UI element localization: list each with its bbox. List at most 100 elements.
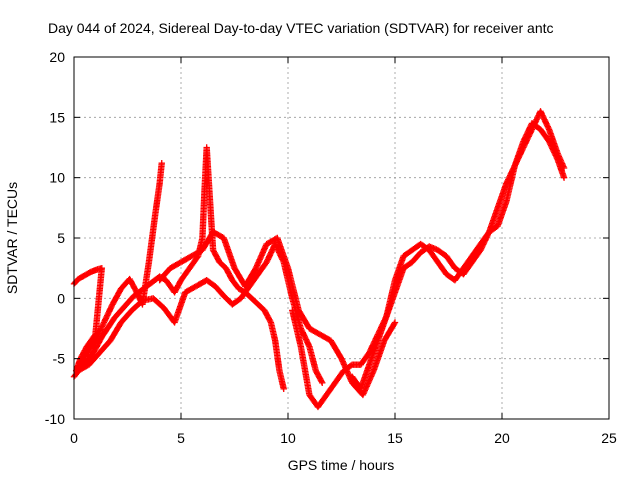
data-point (188, 252, 195, 260)
y-tick-label: 0 (57, 290, 65, 306)
data-point (162, 277, 170, 284)
x-tick-label: 25 (601, 430, 617, 446)
series-trail (289, 121, 567, 409)
data-point (105, 324, 112, 331)
data-point (289, 307, 296, 314)
data-point (494, 204, 501, 212)
series-trail (71, 161, 165, 373)
data-point (280, 385, 287, 393)
data-point (306, 343, 313, 350)
data-point (338, 355, 345, 362)
data-point (357, 385, 364, 393)
data-point (203, 144, 210, 151)
data-point (295, 307, 302, 314)
data-point (92, 331, 99, 338)
data-point (349, 361, 356, 368)
data-point (83, 343, 91, 350)
y-tick-label: 10 (49, 170, 65, 186)
data-point (319, 379, 326, 386)
data-point (267, 319, 275, 326)
data-point (366, 361, 373, 368)
data-point (331, 379, 339, 386)
data-point (263, 240, 270, 248)
data-point (560, 164, 568, 172)
data-point (149, 278, 157, 285)
data-point (231, 264, 238, 272)
data-point (391, 277, 399, 284)
data-point (87, 268, 95, 275)
data-point (177, 277, 185, 284)
series-trace-e (289, 120, 568, 411)
data-point (177, 258, 185, 266)
data-point (117, 319, 125, 326)
data-point (75, 275, 82, 283)
data-point (263, 258, 270, 266)
data-point (171, 289, 178, 296)
series-trail (71, 145, 287, 391)
data-point (85, 361, 93, 368)
data-point (235, 285, 242, 292)
data-point (81, 272, 88, 279)
data-point (391, 319, 399, 326)
x-tick-label: 0 (70, 430, 78, 446)
axis-ticks: 0 5 10 15 20 25 -10 -5 0 5 10 15 20 (45, 49, 617, 446)
data-point (192, 283, 200, 290)
data-point (216, 258, 223, 266)
data-point (229, 301, 236, 308)
grid (74, 57, 609, 419)
data-point (537, 108, 544, 115)
data-point (366, 349, 373, 356)
data-point (222, 264, 230, 272)
series-trace-f (349, 108, 568, 393)
data-point (494, 222, 501, 230)
data-point (408, 246, 416, 254)
x-tick-label: 20 (494, 430, 510, 446)
data-point (359, 391, 367, 399)
data-point (426, 243, 433, 250)
data-point (297, 343, 305, 350)
data-point (229, 277, 236, 284)
data-point (220, 292, 227, 300)
data-point (460, 271, 467, 278)
data-point (312, 367, 320, 374)
y-tick-label: -10 (45, 411, 65, 427)
data-point (383, 313, 390, 320)
data-point (434, 258, 441, 266)
data-point (545, 138, 553, 145)
data-point (158, 159, 165, 167)
data-point (271, 337, 279, 344)
data-point (160, 304, 168, 312)
x-tick-label: 15 (387, 430, 403, 446)
data-point (83, 349, 91, 356)
x-tick-label: 10 (280, 430, 296, 446)
data-point (149, 295, 157, 302)
data-point (274, 234, 281, 242)
data-point (284, 264, 292, 272)
data-point (254, 301, 262, 308)
data-point (374, 337, 382, 344)
data-point (203, 277, 210, 284)
data-point (209, 228, 217, 236)
data-point (220, 234, 227, 242)
y-tick-label: -5 (53, 351, 66, 367)
data-point (107, 337, 114, 344)
data-point (391, 289, 399, 296)
data-point (520, 144, 527, 151)
data-point (323, 391, 330, 399)
data-point (209, 246, 217, 254)
data-point (400, 252, 407, 260)
data-point (434, 246, 441, 254)
data-point (485, 228, 493, 236)
data-points (70, 108, 568, 411)
y-axis-label: SDTVAR / TECUs (4, 182, 20, 294)
data-point (451, 277, 459, 284)
data-point (143, 283, 150, 290)
data-point (145, 258, 153, 266)
data-point (156, 180, 163, 187)
data-point (306, 325, 313, 332)
data-point (167, 264, 174, 272)
data-point (503, 198, 510, 205)
data-point (511, 162, 519, 169)
data-point (139, 297, 146, 304)
